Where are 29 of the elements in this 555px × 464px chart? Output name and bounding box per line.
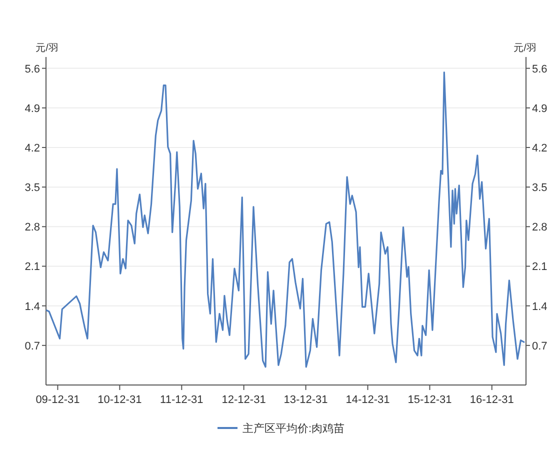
x-tick-label: 13-12-31 — [284, 394, 328, 406]
y-tick-label: 2.8 — [24, 222, 40, 234]
legend-label: 主产区平均价:肉鸡苗 — [242, 422, 345, 435]
y2-tick-label: 0.7 — [532, 340, 548, 352]
y-axis-title: 元/羽 — [36, 43, 58, 54]
y-tick-label: 3.5 — [24, 182, 40, 194]
x-tick-label: 09-12-31 — [36, 394, 80, 406]
y2-tick-label: 1.4 — [532, 300, 548, 313]
y2-tick-label: 4.2 — [532, 142, 548, 154]
y2-tick-label: 4.9 — [532, 102, 548, 115]
y-tick-label: 0.7 — [24, 340, 40, 352]
y-tick-label: 4.2 — [24, 142, 40, 154]
y-tick-label: 4.9 — [24, 102, 40, 115]
x-tick-label: 10-12-31 — [98, 394, 142, 406]
y2-axis-title: 元/羽 — [514, 43, 536, 54]
y2-tick-label: 2.8 — [532, 222, 548, 234]
x-tick-label: 16-12-31 — [470, 394, 514, 406]
line-series — [46, 71, 525, 368]
y-tick-label: 5.6 — [24, 63, 40, 76]
y2-tick-label: 3.5 — [532, 182, 548, 194]
x-tick-label: 14-12-31 — [346, 394, 390, 406]
y-tick-label: 2.1 — [24, 261, 40, 274]
y-tick-label: 1.4 — [24, 300, 40, 313]
x-tick-label: 11-12-31 — [160, 394, 204, 406]
y2-tick-label: 5.6 — [532, 63, 548, 76]
y2-tick-label: 2.1 — [532, 261, 548, 274]
x-tick-label: 15-12-31 — [408, 394, 452, 406]
legend: 主产区平均价:肉鸡苗 — [218, 423, 345, 435]
x-tick-label: 12-12-31 — [222, 394, 266, 406]
